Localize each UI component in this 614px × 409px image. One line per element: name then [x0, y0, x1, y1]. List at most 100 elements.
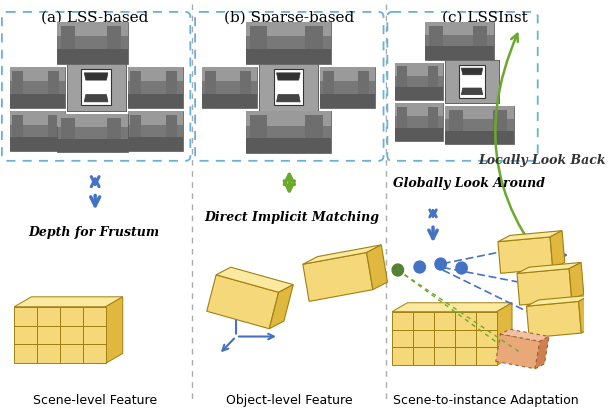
Polygon shape — [246, 112, 331, 126]
Polygon shape — [395, 88, 443, 101]
Polygon shape — [445, 107, 514, 120]
Polygon shape — [128, 67, 183, 109]
Polygon shape — [250, 27, 267, 50]
Polygon shape — [14, 297, 123, 307]
Polygon shape — [322, 72, 333, 94]
Polygon shape — [449, 111, 462, 131]
Polygon shape — [128, 138, 183, 151]
Polygon shape — [10, 138, 64, 151]
Polygon shape — [259, 64, 318, 81]
Polygon shape — [306, 116, 322, 139]
Text: Depth for Frustum: Depth for Frustum — [29, 226, 160, 239]
Polygon shape — [320, 67, 375, 82]
Polygon shape — [246, 50, 331, 64]
Circle shape — [456, 263, 467, 274]
Polygon shape — [303, 253, 373, 302]
Polygon shape — [107, 27, 122, 50]
Polygon shape — [426, 23, 494, 61]
Polygon shape — [445, 131, 514, 145]
Text: Globally Look Around: Globally Look Around — [393, 176, 545, 189]
Polygon shape — [82, 70, 111, 106]
Polygon shape — [61, 27, 75, 50]
Polygon shape — [37, 307, 60, 326]
Text: Scene-to-instance Adaptation: Scene-to-instance Adaptation — [392, 393, 578, 406]
Polygon shape — [426, 47, 494, 61]
Polygon shape — [259, 64, 318, 112]
Polygon shape — [395, 128, 443, 142]
Polygon shape — [10, 67, 64, 109]
Polygon shape — [455, 312, 476, 330]
Polygon shape — [14, 345, 37, 364]
Polygon shape — [202, 94, 257, 109]
Polygon shape — [69, 69, 82, 95]
Polygon shape — [67, 64, 126, 112]
Polygon shape — [106, 297, 123, 364]
Polygon shape — [413, 348, 434, 365]
Polygon shape — [166, 116, 177, 138]
Polygon shape — [241, 72, 252, 94]
Polygon shape — [57, 115, 128, 153]
Polygon shape — [498, 237, 553, 274]
Polygon shape — [426, 23, 494, 36]
Polygon shape — [67, 64, 126, 81]
Polygon shape — [166, 72, 177, 94]
Polygon shape — [300, 69, 312, 95]
Polygon shape — [107, 119, 122, 139]
Polygon shape — [320, 94, 375, 109]
Polygon shape — [320, 67, 375, 109]
Polygon shape — [10, 94, 64, 109]
Polygon shape — [84, 74, 108, 81]
Polygon shape — [12, 72, 23, 94]
Polygon shape — [578, 295, 593, 333]
Polygon shape — [550, 231, 565, 269]
Polygon shape — [395, 63, 443, 76]
Polygon shape — [14, 326, 37, 345]
Polygon shape — [445, 61, 499, 104]
Polygon shape — [392, 348, 413, 365]
Polygon shape — [359, 72, 370, 94]
Text: Locally Look Back: Locally Look Back — [479, 153, 606, 166]
Text: (a) LSS-based: (a) LSS-based — [42, 11, 149, 25]
Polygon shape — [303, 245, 381, 265]
Text: (b) Sparse-based: (b) Sparse-based — [224, 11, 354, 25]
Polygon shape — [67, 95, 126, 112]
Polygon shape — [204, 72, 216, 94]
Polygon shape — [445, 89, 499, 104]
Polygon shape — [57, 115, 128, 128]
Polygon shape — [84, 95, 108, 103]
Polygon shape — [455, 348, 476, 365]
Polygon shape — [130, 72, 141, 94]
Polygon shape — [246, 112, 331, 153]
Polygon shape — [569, 263, 584, 301]
Polygon shape — [57, 23, 128, 37]
Polygon shape — [246, 23, 331, 37]
Polygon shape — [216, 267, 293, 292]
Text: (c) LSSInst: (c) LSSInst — [443, 11, 528, 25]
Polygon shape — [461, 69, 483, 76]
Polygon shape — [202, 67, 257, 82]
Text: Object-level Feature: Object-level Feature — [226, 393, 352, 406]
Polygon shape — [12, 116, 23, 138]
Polygon shape — [259, 95, 318, 112]
Polygon shape — [494, 111, 507, 131]
Polygon shape — [37, 326, 60, 345]
Circle shape — [392, 264, 403, 276]
Polygon shape — [483, 65, 494, 89]
Text: Scene-level Feature: Scene-level Feature — [33, 393, 157, 406]
Polygon shape — [526, 295, 591, 306]
Polygon shape — [274, 70, 303, 106]
Polygon shape — [60, 345, 83, 364]
Polygon shape — [10, 112, 64, 151]
Polygon shape — [57, 139, 128, 153]
Polygon shape — [397, 67, 407, 88]
Polygon shape — [495, 334, 540, 369]
FancyBboxPatch shape — [195, 13, 384, 162]
Polygon shape — [526, 302, 581, 338]
Polygon shape — [128, 112, 183, 151]
Polygon shape — [455, 330, 476, 348]
Polygon shape — [306, 27, 322, 50]
Polygon shape — [448, 65, 459, 89]
Polygon shape — [60, 307, 83, 326]
Polygon shape — [413, 312, 434, 330]
Polygon shape — [461, 89, 483, 95]
